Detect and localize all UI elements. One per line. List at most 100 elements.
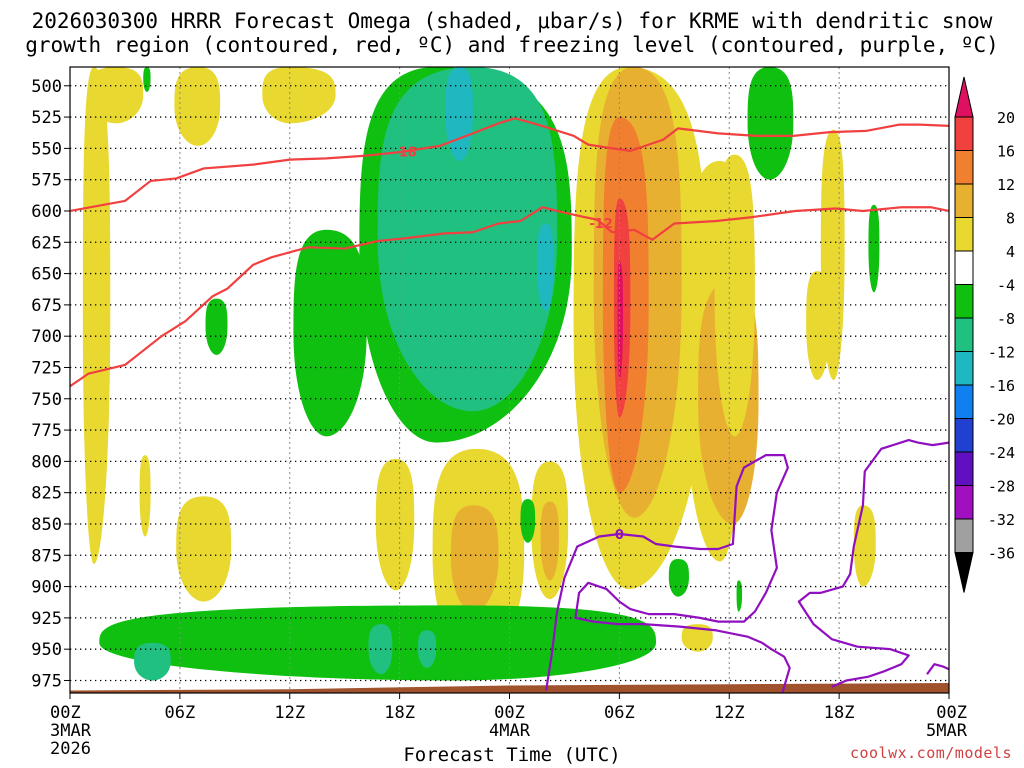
omega-region-m4tom8	[205, 298, 228, 355]
y-tick-label-600: 600	[31, 202, 62, 222]
colorbar-swatch-12	[954, 485, 974, 520]
omega-region-m12tom16	[445, 67, 473, 161]
colorbar-label-7: -12	[988, 344, 1015, 362]
dgz-contour--12-label: -12	[589, 217, 613, 232]
colorbar-label-1: 16	[997, 143, 1015, 161]
y-tick-label-575: 575	[31, 171, 62, 191]
colorbar-label-8: -16	[988, 377, 1015, 395]
colorbar-swatch-3	[954, 183, 974, 218]
colorbar-bottom-arrow	[954, 552, 974, 593]
y-tick-label-500: 500	[31, 77, 62, 97]
colorbar-swatch-8	[954, 351, 974, 386]
freezing-level-contour-1-line	[797, 438, 949, 688]
x-tick-sublabel-48-0: 5MAR	[926, 721, 968, 741]
colorbar-label-13: -36	[988, 545, 1015, 563]
chart-title-line-2: growth region (contoured, red, ºC) and f…	[25, 33, 999, 57]
omega-region-4to8	[82, 67, 111, 565]
x-tick-label-48: 00Z	[936, 703, 967, 723]
x-axis-label: Forecast Time (UTC)	[403, 744, 621, 766]
y-tick-label-625: 625	[31, 233, 62, 253]
y-tick-label-800: 800	[31, 452, 62, 472]
omega-region-4to8	[88, 67, 144, 124]
omega-region-4to8	[262, 67, 336, 124]
colorbar-label-12: -32	[988, 511, 1015, 529]
colorbar-swatch-7	[954, 317, 974, 352]
x-tick-label-24: 00Z	[494, 703, 525, 723]
y-tick-label-675: 675	[31, 296, 62, 316]
colorbar-swatch-2	[954, 150, 974, 185]
colorbar-swatch-4	[954, 217, 974, 252]
colorbar-label-2: 12	[997, 176, 1015, 194]
colorbar-label-5: -4	[997, 277, 1015, 295]
x-tick-label-12: 12Z	[274, 703, 305, 723]
x-tick-sublabel-24-0: 4MAR	[489, 721, 531, 741]
colorbar-swatch-13	[954, 518, 974, 553]
omega-region-8to12	[450, 505, 499, 612]
omega-region-m8tom12	[417, 630, 437, 668]
omega-region-m4tom8	[736, 580, 743, 612]
colorbar-swatch-1	[954, 116, 974, 151]
omega-region-m4tom8	[668, 559, 689, 597]
terrain-surface	[70, 682, 949, 693]
omega-region-m12tom16	[536, 223, 554, 312]
colorbar-label-11: -28	[988, 478, 1015, 496]
freezing-level-contour-0-label: 0	[615, 528, 624, 543]
x-tick-sublabel-0-0: 3MAR	[50, 721, 92, 741]
y-axis: 500 525 550 575 600 625 650 675 700 725 750 775 800 8…	[31, 77, 70, 691]
x-tick-label-30: 06Z	[604, 703, 635, 723]
colorbar-label-4: 4	[1006, 243, 1015, 261]
omega-region-m8tom12	[377, 67, 558, 412]
y-tick-label-725: 725	[31, 358, 62, 378]
chart-title-line-1: 2026030300 HRRR Forecast Omega (shaded, …	[31, 9, 993, 33]
colorbar: 20 16 12 8 4 -4 -8 -12 -16 -20 -24 -28 -32 -36	[954, 76, 1015, 593]
y-tick-label-950: 950	[31, 640, 62, 660]
colorbar-swatch-5	[954, 250, 974, 285]
omega-region-m4tom8	[747, 67, 794, 180]
y-tick-label-775: 775	[31, 421, 62, 441]
contour-lines: -18 -12 0	[70, 117, 949, 693]
omega-shading	[82, 67, 880, 681]
y-tick-label-650: 650	[31, 265, 62, 285]
y-tick-label-900: 900	[31, 578, 62, 598]
y-tick-label-700: 700	[31, 327, 62, 347]
colorbar-swatch-11	[954, 451, 974, 486]
x-tick-label-6: 06Z	[165, 703, 196, 723]
x-tick-label-0: 00Z	[50, 703, 81, 723]
y-tick-label-525: 525	[31, 108, 62, 128]
omega-region-4to8	[139, 455, 151, 537]
omega-region-4to8	[174, 67, 221, 146]
x-tick-label-36: 12Z	[714, 703, 745, 723]
omega-region-8to12	[540, 501, 559, 581]
freezing-level-contour-2-line	[926, 663, 949, 675]
y-tick-label-975: 975	[31, 671, 62, 691]
omega-region-m4tom8	[520, 498, 536, 543]
dgz-contour--18-line	[70, 117, 949, 213]
omega-region-4to8	[681, 624, 713, 652]
credit-text: coolwx.com/models	[849, 744, 1012, 762]
omega-region-4to8	[176, 496, 232, 602]
colorbar-label-6: -8	[997, 310, 1015, 328]
colorbar-swatch-9	[954, 384, 974, 419]
omega-region-m4tom8	[868, 204, 880, 293]
omega-region-20plus	[617, 261, 624, 380]
x-tick-sublabel-0-1: 2026	[50, 739, 91, 759]
terrain-band	[70, 682, 949, 693]
colorbar-label-0: 20	[997, 109, 1015, 127]
colorbar-top-arrow	[954, 76, 974, 118]
omega-region-m8tom12	[134, 642, 171, 681]
omega-region-4to8	[714, 154, 755, 437]
colorbar-label-9: -20	[988, 411, 1015, 429]
y-tick-label-750: 750	[31, 390, 62, 410]
y-tick-label-550: 550	[31, 139, 62, 159]
freezing-level-contour-0-line	[545, 454, 791, 693]
omega-region-m4tom8	[143, 67, 151, 93]
y-tick-label-875: 875	[31, 546, 62, 566]
dgz-contour--12-line	[70, 206, 949, 388]
y-tick-label-850: 850	[31, 515, 62, 535]
colorbar-swatch-6	[954, 284, 974, 319]
y-tick-label-925: 925	[31, 609, 62, 629]
colorbar-swatch-10	[954, 418, 974, 453]
x-tick-label-18: 18Z	[384, 703, 415, 723]
